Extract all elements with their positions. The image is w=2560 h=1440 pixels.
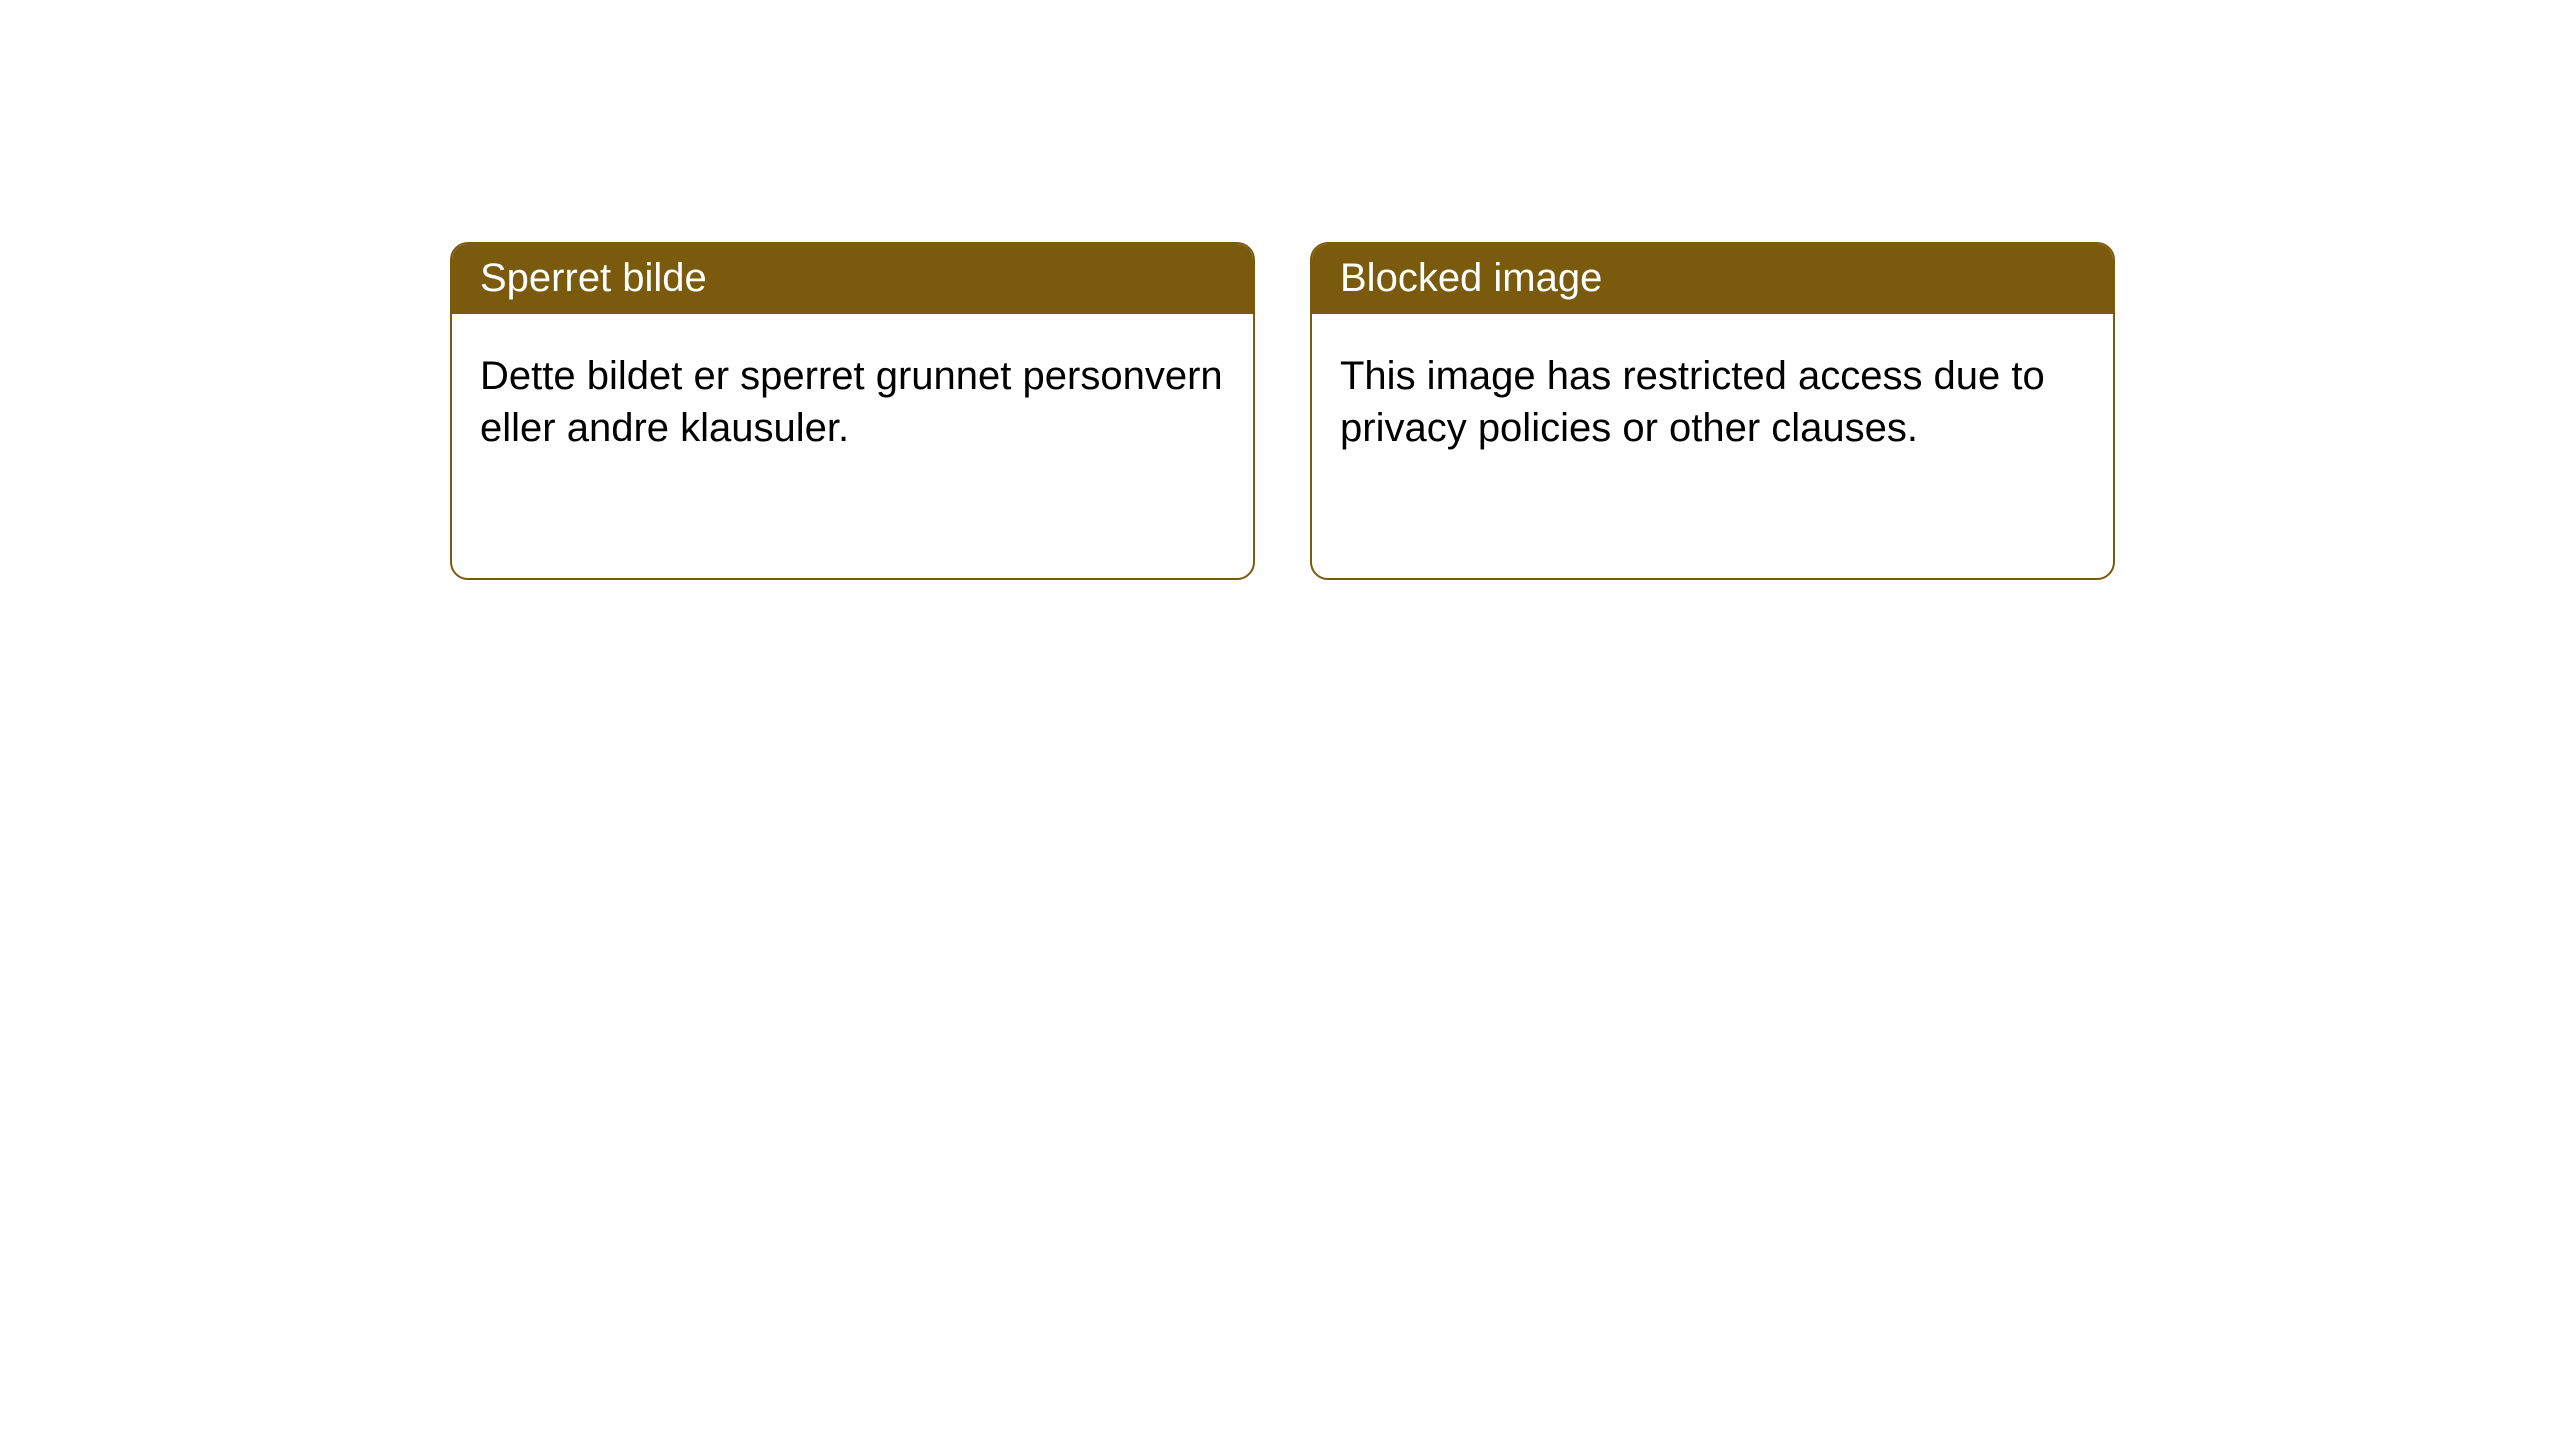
notice-card-norwegian: Sperret bilde Dette bildet er sperret gr… bbox=[450, 242, 1255, 580]
notice-card-english: Blocked image This image has restricted … bbox=[1310, 242, 2115, 580]
card-body-norwegian: Dette bildet er sperret grunnet personve… bbox=[452, 314, 1253, 482]
card-body-english: This image has restricted access due to … bbox=[1312, 314, 2113, 482]
card-header-norwegian: Sperret bilde bbox=[452, 244, 1253, 314]
notice-container: Sperret bilde Dette bildet er sperret gr… bbox=[450, 242, 2115, 580]
card-header-english: Blocked image bbox=[1312, 244, 2113, 314]
